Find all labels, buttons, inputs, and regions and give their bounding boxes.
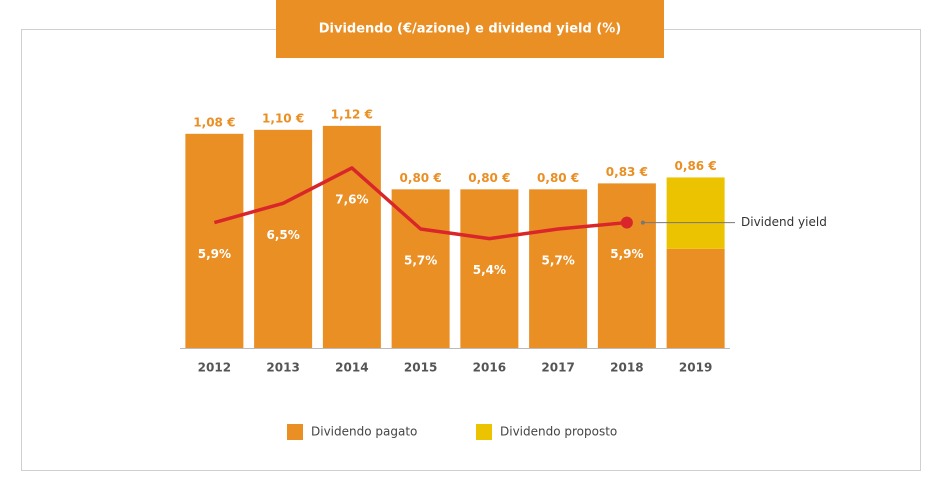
legend-swatch [287,424,303,440]
leader-dot [640,220,645,225]
line [213,166,628,241]
series-annotation: Dividend yield [741,215,827,229]
value-label: 5,4% [473,263,506,277]
value-label: 0,86 € [675,159,717,173]
x-tick-label: 2018 [610,361,643,375]
value-label: 1,10 € [262,111,304,125]
value-label: 0,80 € [468,171,510,185]
bar [254,129,313,348]
value-label: 5,9% [610,247,643,261]
value-label: 0,80 € [400,171,442,185]
value-label: 5,9% [198,247,231,261]
chart-title: Dividendo (€/azione) e dividend yield (%… [319,22,622,37]
legend-label: Dividendo proposto [500,425,617,439]
value-label: 6,5% [266,228,299,242]
x-tick-label: 2017 [541,361,574,375]
legend-swatch [476,424,492,440]
value-label: 5,7% [541,254,574,268]
x-tick-label: 2015 [404,361,437,375]
value-label: 1,12 € [331,107,373,121]
bar [666,177,725,249]
x-tick-label: 2012 [198,361,231,375]
value-label: 5,7% [404,254,437,268]
x-tick-label: 2013 [266,361,299,375]
value-label: 7,6% [335,192,368,206]
bar [529,189,588,348]
x-tick-label: 2016 [473,361,506,375]
value-label: 0,80 € [537,171,579,185]
line-end-marker [620,216,633,229]
bar [597,183,656,348]
legend-label: Dividendo pagato [311,425,417,439]
title-box [276,0,664,58]
bar [460,189,519,348]
x-tick-label: 2019 [679,361,712,375]
bar [322,125,381,348]
bar [666,248,725,348]
value-label: 0,83 € [606,165,648,179]
bar [391,189,450,348]
bar [185,133,244,348]
x-tick-label: 2014 [335,361,368,375]
value-label: 1,08 € [193,115,235,129]
